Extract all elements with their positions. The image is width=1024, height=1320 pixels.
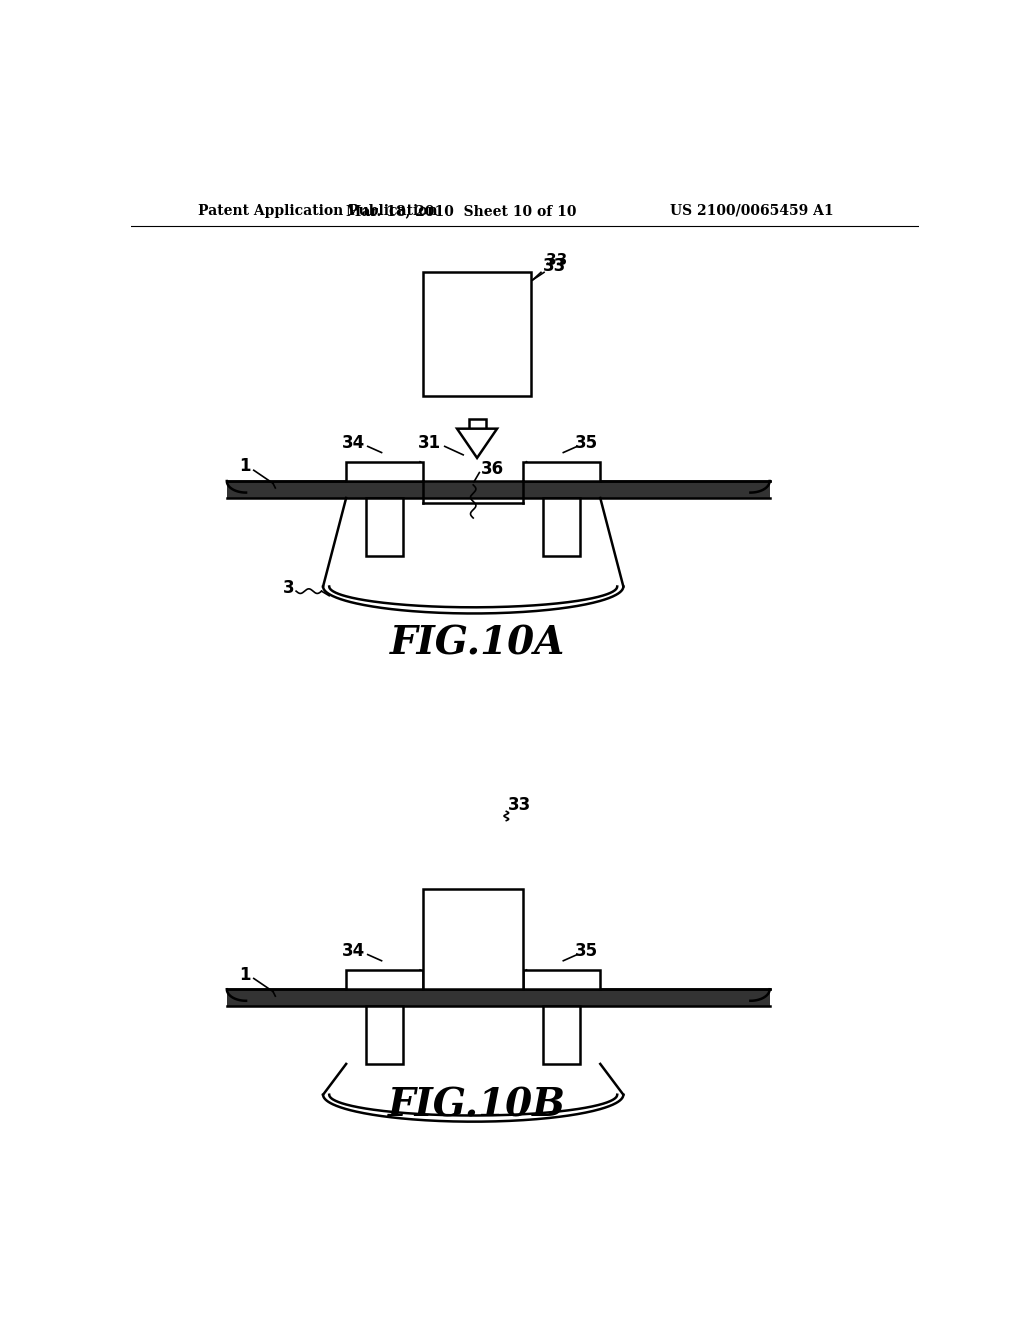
Bar [226, 989, 770, 1006]
Text: FIG.10B: FIG.10B [388, 1086, 566, 1125]
Text: 36: 36 [481, 461, 504, 478]
Text: 35: 35 [574, 942, 598, 961]
Bar [523, 462, 600, 480]
Text: 34: 34 [342, 942, 366, 961]
Text: Mar. 18, 2010  Sheet 10 of 10: Mar. 18, 2010 Sheet 10 of 10 [346, 203, 577, 218]
Bar [367, 498, 403, 556]
Bar [523, 970, 600, 989]
Text: Patent Application Publication: Patent Application Publication [199, 203, 438, 218]
Bar [367, 1006, 403, 1064]
Bar [544, 498, 581, 556]
Text: 1: 1 [239, 966, 250, 983]
Bar [423, 890, 523, 989]
Text: FIG.10A: FIG.10A [389, 624, 564, 663]
Bar [544, 1006, 581, 1064]
Text: US 2100/0065459 A1: US 2100/0065459 A1 [670, 203, 834, 218]
Text: 33: 33 [547, 252, 567, 268]
Text: 33: 33 [543, 257, 565, 275]
Bar [469, 420, 485, 429]
Bar [423, 272, 531, 396]
Text: 31: 31 [418, 434, 441, 453]
Text: 3: 3 [283, 579, 294, 597]
Polygon shape [457, 429, 497, 458]
Text: 35: 35 [574, 434, 598, 453]
Bar [346, 462, 423, 480]
Bar [346, 970, 423, 989]
Text: 33: 33 [508, 796, 531, 814]
Bar [226, 480, 770, 498]
Text: 1: 1 [239, 458, 250, 475]
Text: 34: 34 [342, 434, 366, 453]
